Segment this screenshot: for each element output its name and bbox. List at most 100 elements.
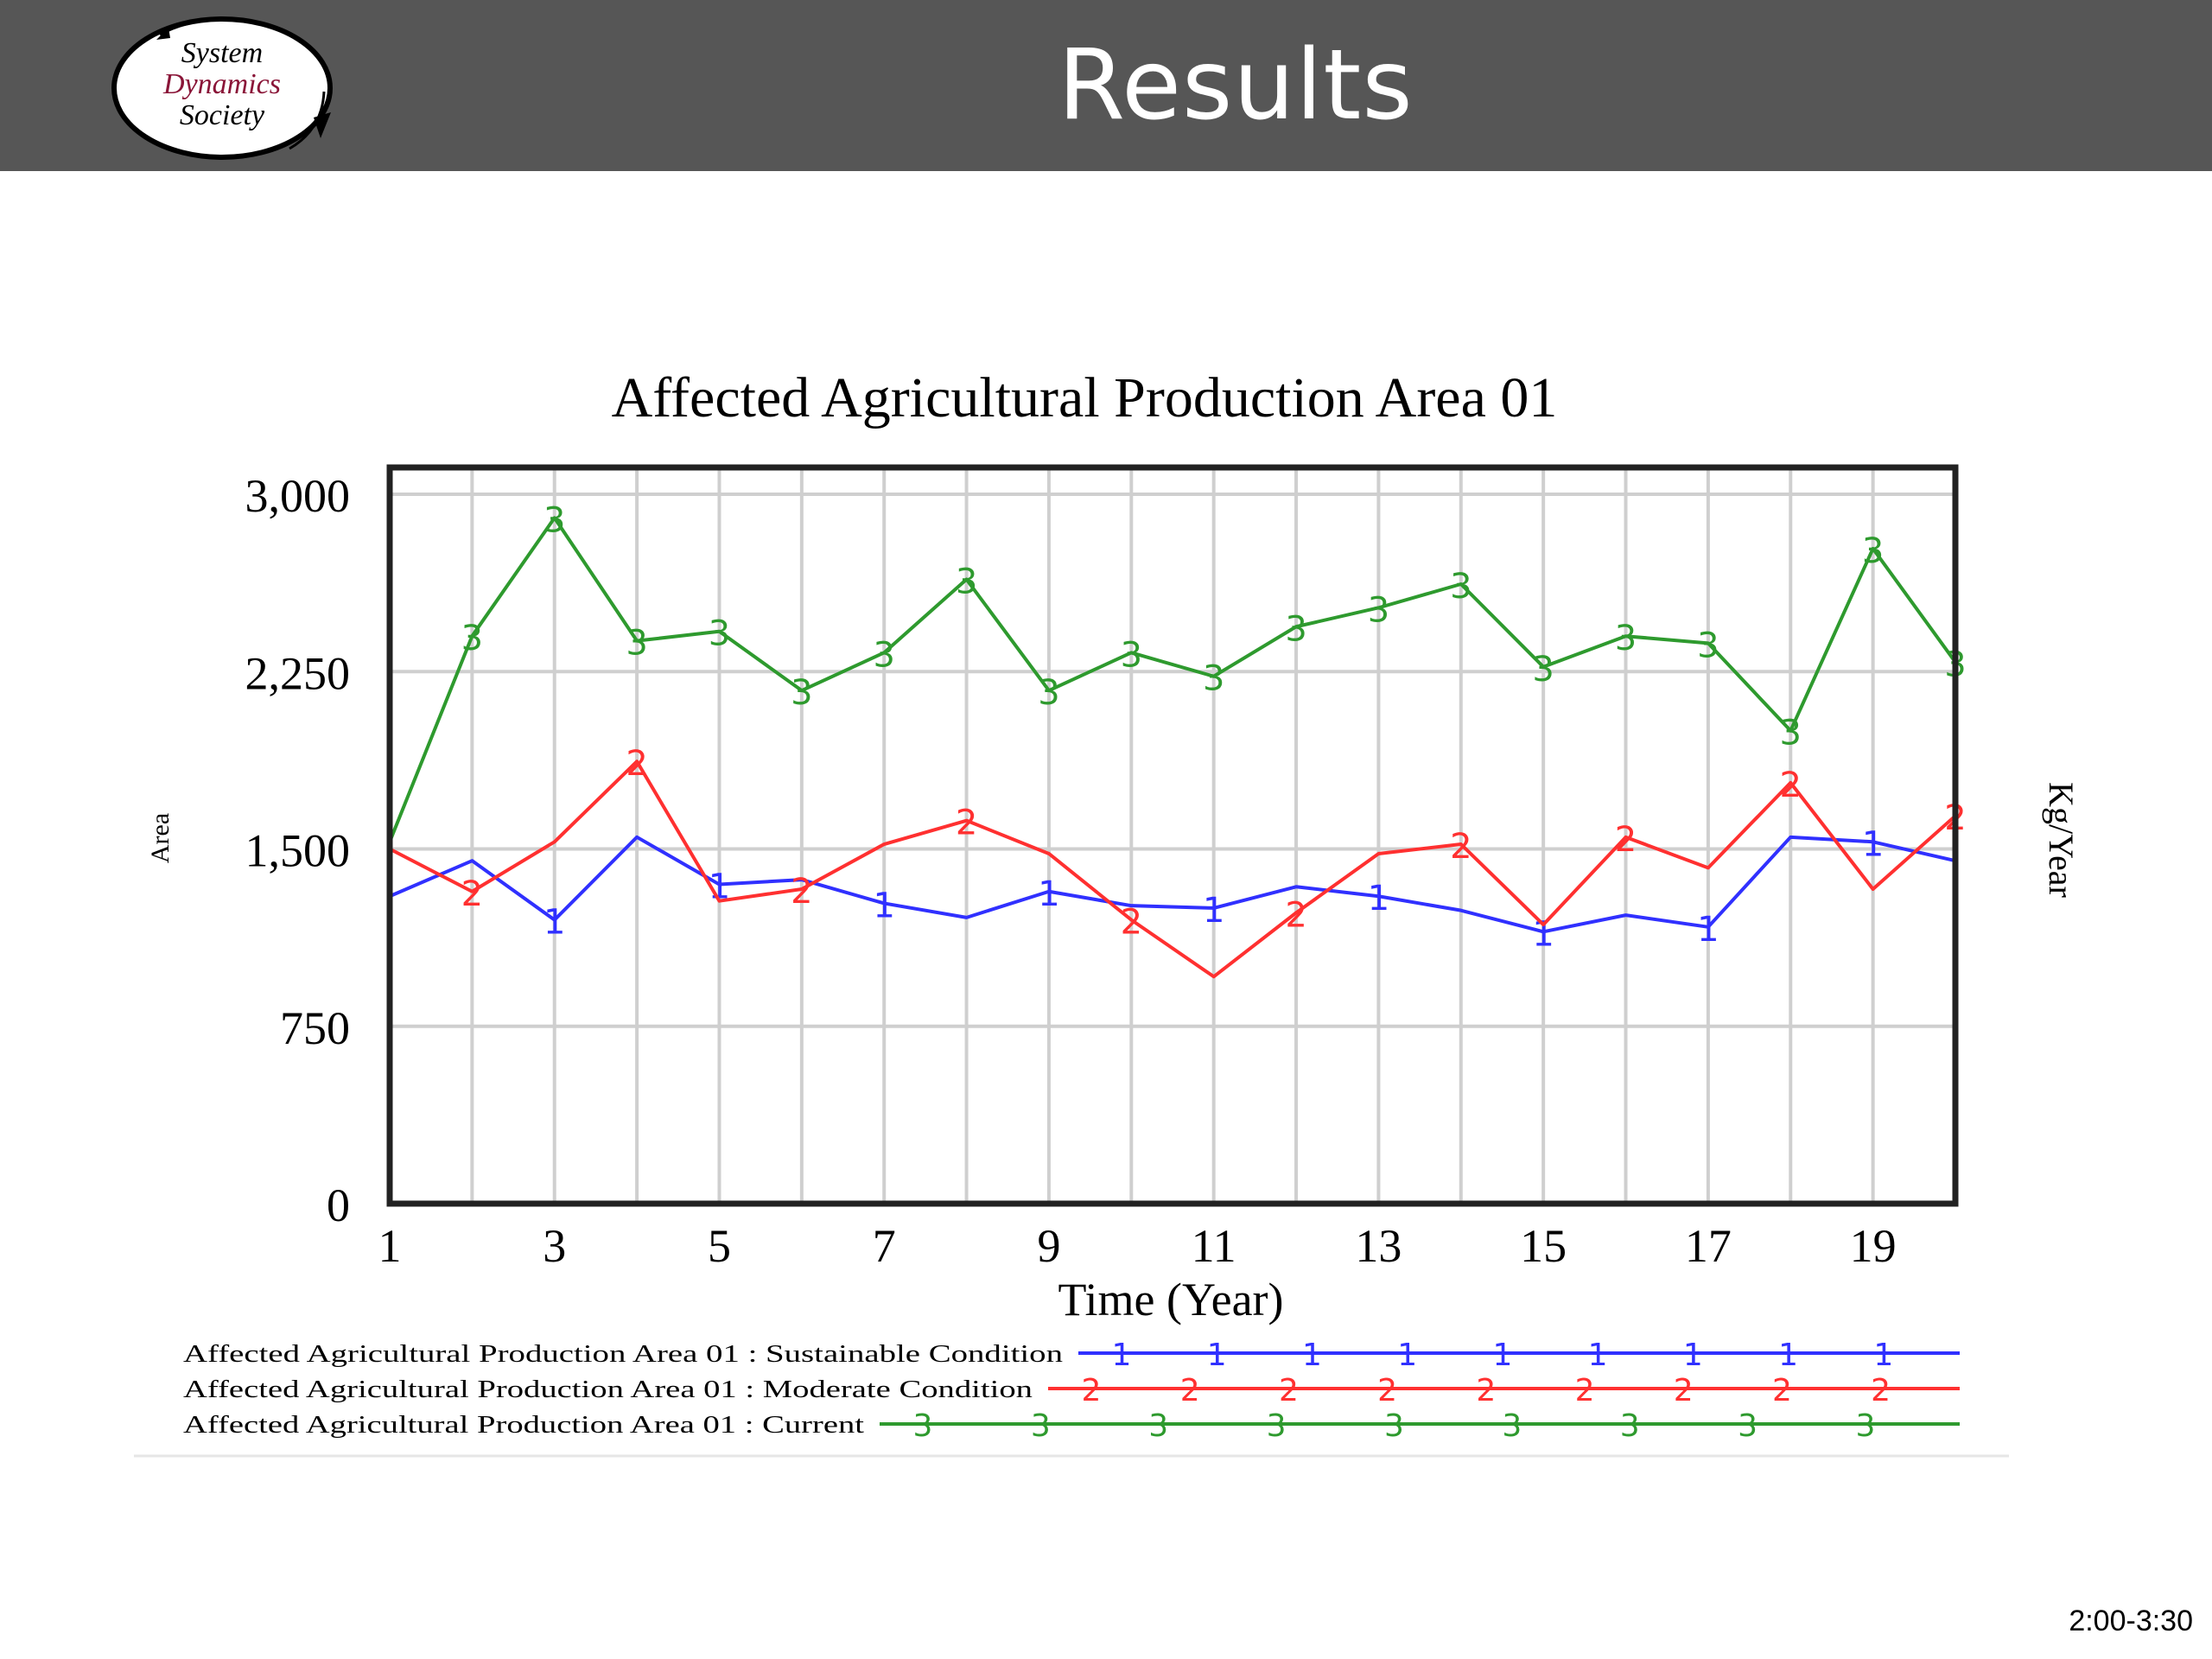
system-dynamics-society-logo: System Dynamics Society (108, 9, 337, 162)
x-tick-label: 7 (873, 1220, 896, 1272)
x-tick-label: 5 (708, 1220, 731, 1272)
legend-marker-1: 1 (1397, 1338, 1417, 1373)
x-tick-label: 17 (1685, 1220, 1732, 1272)
series-point-3: 3 (626, 624, 647, 664)
legend-marker-3: 3 (1855, 1408, 1875, 1444)
chart-legend: Affected Agricultural Production Area 01… (183, 1338, 1960, 1444)
series-point-1: 1 (1038, 874, 1059, 914)
legend-marker-2: 2 (1180, 1373, 1200, 1408)
series-point-3: 3 (709, 614, 730, 654)
series-point-3: 3 (1038, 673, 1059, 713)
y-tick-label: 0 (327, 1179, 350, 1231)
legend-marker-1: 1 (1683, 1338, 1703, 1373)
series-point-1: 1 (873, 886, 894, 925)
series-line-3 (388, 516, 1957, 843)
series-line-1 (389, 835, 1956, 934)
series-point-3: 3 (1862, 531, 1884, 571)
series-point-3: 3 (1285, 609, 1306, 649)
x-tick-label: 15 (1520, 1220, 1567, 1272)
legend-marker-2: 2 (1772, 1373, 1792, 1408)
slide-header (0, 0, 2212, 171)
x-tick-label: 11 (1192, 1220, 1236, 1272)
series-point-3: 3 (1697, 626, 1719, 665)
legend-marker-2: 2 (1082, 1373, 1102, 1408)
y-axis-ticks: 0 750 1,500 2,250 3,000 (245, 470, 351, 1231)
legend-marker-1: 1 (1588, 1338, 1608, 1373)
series-point-1: 1 (1203, 891, 1224, 931)
x-tick-label: 1 (378, 1220, 402, 1272)
legend-marker-1: 1 (1302, 1338, 1322, 1373)
legend-marker-1: 1 (1207, 1338, 1227, 1373)
series-point-3: 3 (461, 619, 483, 658)
legend-marker-3: 3 (1031, 1408, 1051, 1444)
series-point-2: 2 (626, 744, 647, 784)
y-tick-label: 3,000 (245, 470, 351, 522)
series-point-2: 2 (1780, 766, 1802, 805)
legend-marker-3: 3 (1738, 1408, 1758, 1444)
legend-marker-1: 1 (1778, 1338, 1798, 1373)
plot-frame (386, 464, 1959, 1207)
x-tick-label: 9 (1037, 1220, 1060, 1272)
y-axis-label-right: Kg/Year (2042, 782, 2081, 898)
series-point-1: 1 (1368, 879, 1389, 918)
legend-marker-2: 2 (1279, 1373, 1299, 1408)
series-point-3: 3 (1450, 567, 1471, 607)
y-tick-label: 750 (280, 1002, 350, 1054)
series-point-3: 3 (1203, 659, 1224, 699)
legend-label-1: Affected Agricultural Production Area 01… (183, 1341, 1063, 1368)
legend-marker-2: 2 (1575, 1373, 1595, 1408)
series-point-1: 1 (543, 903, 565, 943)
y-tick-label: 2,250 (245, 647, 351, 699)
series-point-3: 3 (1780, 714, 1802, 753)
legend-label-2: Affected Agricultural Production Area 01… (183, 1376, 1033, 1403)
x-tick-label: 13 (1355, 1220, 1402, 1272)
chart-title: Affected Agricultural Production Area 01 (612, 366, 1558, 429)
series-point-2: 2 (1121, 903, 1142, 943)
legend-marker-3: 3 (1620, 1408, 1640, 1444)
x-axis-ticks: 1 3 5 7 9 11 13 15 17 19 (378, 1220, 1897, 1272)
logo-line-system: System (181, 37, 263, 69)
series-line-2 (389, 760, 1957, 979)
series-point-2: 2 (791, 872, 812, 912)
legend-marker-2: 2 (1377, 1373, 1397, 1408)
legend-marker-2: 2 (1674, 1373, 1694, 1408)
legend-marker-2: 2 (1476, 1373, 1496, 1408)
series-point-2: 2 (956, 804, 977, 843)
y-axis-label: Area (146, 813, 175, 863)
series-point-2: 2 (1450, 827, 1471, 867)
series-point-3: 3 (1121, 635, 1142, 675)
legend-marker-1: 1 (1492, 1338, 1512, 1373)
legend-marker-3: 3 (1148, 1408, 1168, 1444)
legend-marker-1: 1 (1112, 1338, 1132, 1373)
legend-marker-3: 3 (1502, 1408, 1522, 1444)
series-point-2: 2 (461, 874, 483, 914)
series-point-2: 2 (1285, 895, 1306, 935)
series-point-3: 3 (873, 635, 894, 675)
logo-line-society: Society (180, 99, 265, 131)
timer-text: 2:00-3:30 (2069, 1605, 2193, 1637)
series-point-3: 3 (1368, 590, 1389, 630)
legend-marker-1: 1 (1873, 1338, 1893, 1373)
x-tick-label: 19 (1850, 1220, 1897, 1272)
logo-line-dynamics: Dynamics (162, 68, 281, 100)
series-point-3: 3 (791, 673, 812, 713)
series-point-3: 3 (956, 563, 977, 602)
legend-marker-3: 3 (913, 1408, 933, 1444)
series-point-1: 1 (1697, 910, 1719, 950)
slide-title: Results (1058, 29, 1414, 142)
legend-marker-3: 3 (1384, 1408, 1404, 1444)
series-point-3: 3 (543, 500, 565, 540)
series-point-3: 3 (1532, 650, 1554, 690)
x-axis-label: Time (Year) (1058, 1274, 1283, 1325)
series-point-3: 3 (1615, 619, 1637, 658)
legend-label-3: Affected Agricultural Production Area 01… (183, 1412, 864, 1439)
series-point-1: 1 (1862, 824, 1884, 864)
series-point-1: 1 (1532, 914, 1554, 954)
series-point-2: 2 (1615, 820, 1637, 860)
y-tick-label: 1,500 (245, 825, 351, 877)
legend-marker-3: 3 (1267, 1408, 1287, 1444)
x-tick-label: 3 (543, 1220, 566, 1272)
legend-marker-2: 2 (1871, 1373, 1891, 1408)
